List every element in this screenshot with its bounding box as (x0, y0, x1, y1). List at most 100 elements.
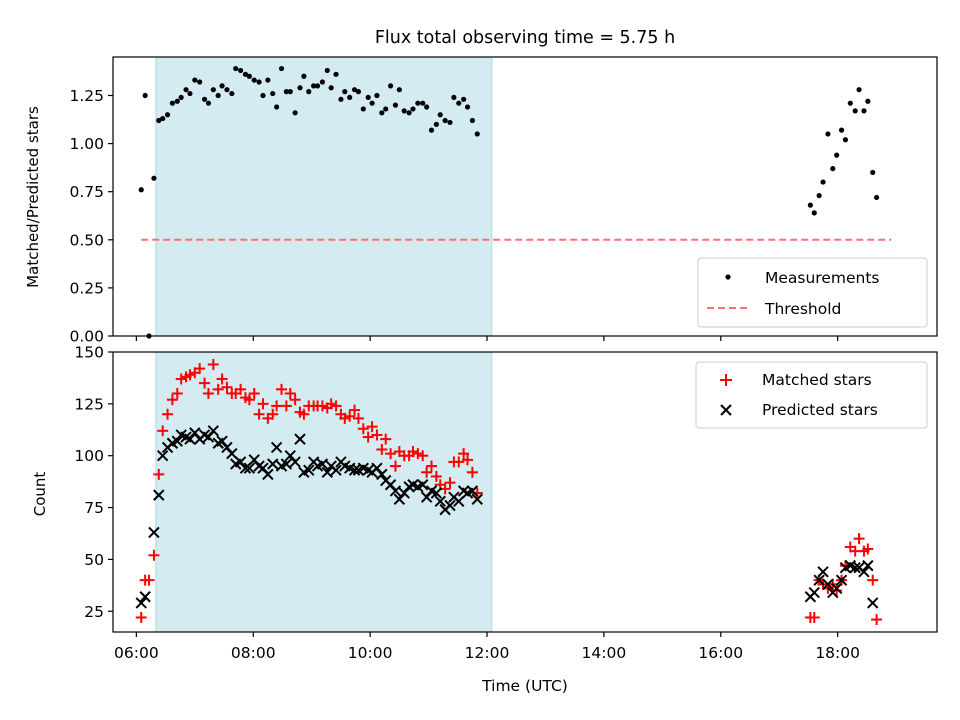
measurement-point (237, 67, 244, 74)
matched-star-point (199, 377, 211, 389)
measurement-point (224, 87, 230, 93)
measurement-point (447, 119, 453, 126)
measurement-point (151, 175, 157, 181)
measurement-point (865, 98, 871, 104)
predicted-star-point (862, 559, 874, 572)
matched-star-point (853, 533, 865, 545)
measurement-point (201, 96, 208, 102)
legend-measurements-marker (725, 274, 731, 280)
matched-star-point (407, 446, 419, 458)
predicted-star-point (148, 526, 160, 539)
observing-window-band (155, 56, 493, 337)
measurement-point (433, 121, 439, 127)
measurement-point (820, 179, 826, 185)
y-tick-label: 75 (84, 499, 104, 517)
bottom-legend-box (695, 361, 928, 429)
legend-matched-marker (720, 374, 732, 386)
matched-star-point (862, 543, 874, 555)
matched-star-point (207, 358, 219, 370)
measurement-point (464, 104, 471, 110)
predicted-star-point (471, 493, 483, 505)
measurement-point (870, 169, 876, 176)
measurement-point (142, 92, 148, 99)
measurement-point (287, 89, 293, 95)
predicted-star-point (207, 425, 220, 437)
matched-star-point (253, 408, 265, 420)
measurement-point (164, 112, 171, 118)
predicted-star-point (858, 566, 870, 578)
matched-star-point (453, 456, 465, 468)
measurement-point (333, 71, 339, 77)
matched-star-point (349, 404, 361, 416)
matched-star-point (153, 468, 165, 480)
measurement-point (428, 127, 435, 133)
measurement-point (474, 131, 480, 137)
y-tick-label: 0.25 (69, 279, 104, 297)
matched-star-point (330, 400, 342, 412)
matched-star-point (162, 408, 174, 420)
measurement-point (830, 166, 836, 172)
bottom-panel: 25 50 75 100 125 150 06:00 08:00 10:00 12:00 14:0… (31, 344, 938, 695)
measurement-point (156, 117, 162, 124)
measurement-point (278, 65, 285, 72)
measurement-point (229, 90, 235, 97)
predicted-star-point (321, 466, 333, 479)
legend-matched-label: Matched stars (762, 371, 872, 389)
measurement-point (861, 108, 867, 114)
legend-predicted-label: Predicted stars (762, 401, 878, 419)
y-tick-label: 50 (84, 551, 104, 569)
measurement-point (469, 117, 476, 124)
measurement-point (256, 79, 262, 85)
matched-star-point (221, 381, 233, 393)
y-tick-label: 1.00 (69, 135, 104, 153)
matched-star-point (385, 448, 397, 460)
matched-star-point (194, 363, 206, 375)
y-tick-label: 0.75 (69, 183, 104, 201)
predicted-star-point (262, 468, 274, 481)
predicted-star-point (289, 456, 301, 468)
matched-star-point (280, 400, 292, 412)
x-tick-label: 06:00 (114, 644, 159, 662)
matched-star-point (352, 412, 364, 424)
predicted-star-point (417, 479, 429, 491)
measurement-point (856, 87, 862, 93)
measurement-point (874, 194, 880, 201)
y-tick-label: 100 (74, 447, 104, 465)
measurement-point (351, 87, 358, 93)
measurement-point (242, 71, 249, 77)
matched-star-point (248, 387, 260, 399)
matched-star-point (175, 373, 187, 385)
measurement-point (834, 152, 840, 158)
measurement-point (396, 87, 402, 93)
measurement-point (187, 90, 193, 97)
measurement-point (360, 106, 366, 112)
matched-star-point (316, 400, 328, 412)
measurement-point (816, 192, 822, 199)
y-tick-label: 0.00 (69, 328, 104, 346)
measurement-point (401, 108, 407, 114)
predicted-star-point (226, 447, 238, 460)
top-y-axis-label: Matched/Predicted stars (24, 106, 42, 288)
top-panel: 0.00 0.25 0.50 0.75 1.00 1.25 Matched/Predict… (24, 56, 938, 346)
matched-star-point (808, 611, 820, 623)
figure-title: Flux total observing time = 5.75 h (375, 28, 675, 48)
y-tick-label: 150 (74, 344, 104, 362)
predicted-star-point (294, 433, 306, 445)
matched-star-point (430, 470, 442, 482)
measurement-point (461, 96, 467, 102)
measurement-point (174, 98, 180, 104)
measurement-point (183, 87, 189, 93)
x-tick-label: 14:00 (582, 644, 627, 662)
top-points-layer (138, 65, 880, 339)
matched-star-point (462, 454, 474, 466)
measurement-point (274, 104, 280, 110)
matched-star-point (184, 369, 196, 381)
y-tick-label: 1.25 (69, 87, 104, 105)
legend-predicted-marker (720, 404, 732, 416)
bottom-legend: Matched stars Predicted stars (695, 361, 928, 429)
predicted-star-point (867, 597, 879, 609)
measurement-point (807, 202, 813, 208)
predicted-star-point (243, 462, 256, 474)
measurement-point (355, 89, 362, 95)
matched-star-point (143, 574, 155, 586)
